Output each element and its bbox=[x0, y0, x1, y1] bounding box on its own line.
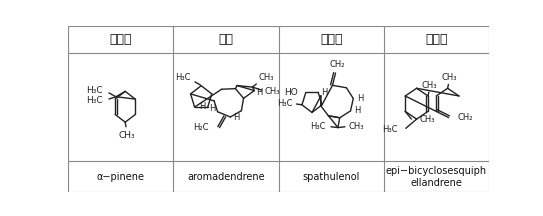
Text: CH₃: CH₃ bbox=[422, 81, 437, 90]
Text: H₃C: H₃C bbox=[382, 125, 398, 134]
Text: H₃C: H₃C bbox=[86, 86, 103, 95]
Text: CH₃: CH₃ bbox=[441, 73, 457, 82]
Text: 곡취: 곡취 bbox=[218, 33, 233, 46]
Text: H₃C: H₃C bbox=[277, 99, 293, 108]
Text: 수리취: 수리취 bbox=[425, 33, 447, 46]
Text: epi−bicyclosesquiph
ellandrene: epi−bicyclosesquiph ellandrene bbox=[386, 166, 487, 188]
Text: spathulenol: spathulenol bbox=[302, 172, 360, 182]
Text: H: H bbox=[357, 94, 363, 103]
Text: CH₃: CH₃ bbox=[349, 122, 364, 130]
Text: CH₂: CH₂ bbox=[458, 113, 473, 122]
Text: CH₃: CH₃ bbox=[118, 131, 135, 140]
Text: α−pinene: α−pinene bbox=[97, 172, 144, 182]
Text: H₃C: H₃C bbox=[86, 96, 103, 105]
Text: 미역취: 미역취 bbox=[320, 33, 343, 46]
Text: aromadendrene: aromadendrene bbox=[187, 172, 265, 182]
Text: H₃C: H₃C bbox=[310, 122, 326, 130]
Text: H: H bbox=[355, 106, 361, 115]
Text: CH₂: CH₂ bbox=[330, 60, 345, 69]
Text: CH₃: CH₃ bbox=[258, 73, 274, 83]
Text: 개미취: 개미취 bbox=[109, 33, 132, 46]
Text: H₃C: H₃C bbox=[175, 73, 191, 82]
Text: H: H bbox=[321, 88, 327, 97]
Text: CH₃: CH₃ bbox=[419, 115, 434, 124]
Text: HO: HO bbox=[285, 88, 298, 97]
Text: H: H bbox=[209, 104, 216, 113]
Text: H: H bbox=[199, 102, 206, 111]
Text: H: H bbox=[256, 88, 262, 97]
Text: H: H bbox=[233, 113, 240, 122]
Text: CH₃: CH₃ bbox=[265, 87, 280, 96]
Text: H₂C: H₂C bbox=[193, 123, 209, 132]
